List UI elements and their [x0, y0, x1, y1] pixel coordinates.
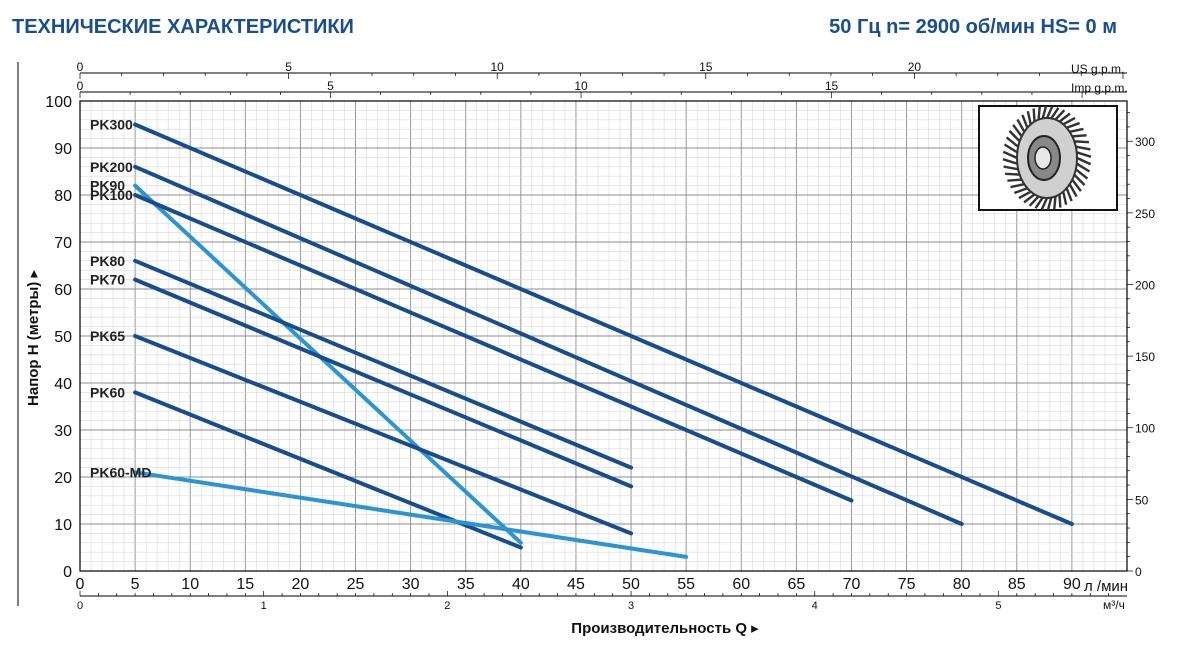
impeller-image [978, 105, 1118, 211]
series [133, 122, 1074, 559]
page-title: ТЕХНИЧЕСКИЕ ХАРАКТЕРИСТИКИ [12, 16, 354, 38]
series-label: PK200 [90, 159, 133, 175]
feet-tick-label: 50 [1135, 493, 1149, 507]
us-gpm-axis-unit: US g.p.m. [1071, 62, 1124, 76]
series-line-pk90 [133, 183, 523, 545]
x-tick-label: 10 [181, 576, 199, 593]
feet-tick-label: 150 [1135, 350, 1155, 364]
imp-gpm-tick-label: 0 [77, 79, 84, 93]
x-tick-label: 85 [1008, 576, 1026, 593]
series-line-pk80 [133, 258, 634, 470]
y-tick-label: 20 [54, 470, 72, 487]
y-tick-label: 100 [45, 94, 72, 111]
x-tick-label: 90 [1063, 576, 1081, 593]
x-tick-label: 65 [787, 576, 805, 593]
x-tick-label: 15 [236, 576, 254, 593]
series-line-pk70 [133, 277, 634, 489]
y-tick-label: 90 [54, 141, 72, 158]
y-axis-title: Напор H (метры) ▸ [25, 270, 42, 406]
m3h-tick-label: 0 [77, 600, 83, 612]
feet-tick-label: 0 [1135, 565, 1142, 579]
y-tick-label: 40 [54, 376, 72, 393]
series-label: PK80 [90, 253, 125, 269]
x-tick-label: 0 [76, 576, 85, 593]
operating-conditions: 50 Гц n= 2900 об/мин HS= 0 м [829, 16, 1117, 38]
y-tick-label: 10 [54, 517, 72, 534]
x-tick-label: 5 [131, 576, 140, 593]
us-gpm-tick-label: 0 [77, 60, 84, 74]
x-tick-label: 35 [457, 576, 475, 593]
m3h-tick-label: 5 [995, 600, 1001, 612]
x-tick-label: 55 [677, 576, 695, 593]
imp-gpm-tick-label: 10 [574, 79, 588, 93]
m3h-tick-label: 3 [628, 600, 634, 612]
imp-gpm-axis-unit: Imp g.p.m. [1071, 81, 1128, 95]
m3h-tick-label: 4 [812, 600, 818, 612]
series-line-pk300 [133, 122, 1074, 526]
x-tick-label: 75 [898, 576, 916, 593]
series-line-pk65 [133, 334, 634, 536]
imp-gpm-tick-label: 5 [327, 79, 334, 93]
y-tick-label: 60 [54, 282, 72, 299]
series-label: PK60 [90, 384, 125, 400]
feet-tick-label: 200 [1135, 278, 1155, 292]
y-tick-label: 50 [54, 329, 72, 346]
m3h-tick-label: 1 [261, 600, 267, 612]
series-line-pk60-md [133, 470, 689, 559]
us-gpm-tick-label: 20 [908, 60, 922, 74]
series-label: PK300 [90, 117, 133, 133]
impeller-shaft [1034, 146, 1052, 170]
x-tick-label: 80 [953, 576, 971, 593]
feet-tick-label: 100 [1135, 422, 1155, 436]
series-label: PK70 [90, 272, 125, 288]
imp-gpm-tick-label: 15 [825, 79, 839, 93]
x-axis-unit: л /мин [1084, 578, 1128, 595]
x-tick-label: 45 [567, 576, 585, 593]
series-line-pk200 [133, 164, 964, 526]
series-label: PK100 [90, 187, 133, 203]
plot-frame [79, 100, 1128, 572]
grid [79, 100, 1128, 572]
x-tick-label: 20 [292, 576, 310, 593]
feet-tick-label: 300 [1135, 135, 1155, 149]
x-tick-label: 70 [843, 576, 861, 593]
m3h-tick-label: 2 [444, 600, 450, 612]
feet-tick-label: 250 [1135, 207, 1155, 221]
y-tick-label: 30 [54, 423, 72, 440]
m3h-axis-unit: м³/ч [1103, 598, 1125, 612]
series-label: PK60-MD [90, 464, 151, 480]
series-label: PK90 [90, 178, 125, 194]
x-tick-label: 60 [732, 576, 750, 593]
series-line-pk100 [133, 193, 854, 503]
us-gpm-tick-label: 5 [285, 60, 292, 74]
us-gpm-tick-label: 15 [699, 60, 713, 74]
x-axis-title: Производительность Q ▸ [571, 620, 759, 637]
us-gpm-tick-label: 10 [491, 60, 505, 74]
y-tick-label: 0 [63, 564, 72, 581]
x-tick-label: 50 [622, 576, 640, 593]
y-tick-label: 70 [54, 235, 72, 252]
x-tick-label: 40 [512, 576, 530, 593]
y-tick-label: 80 [54, 188, 72, 205]
series-label: PK65 [90, 328, 125, 344]
x-tick-label: 30 [402, 576, 420, 593]
x-tick-label: 25 [347, 576, 365, 593]
